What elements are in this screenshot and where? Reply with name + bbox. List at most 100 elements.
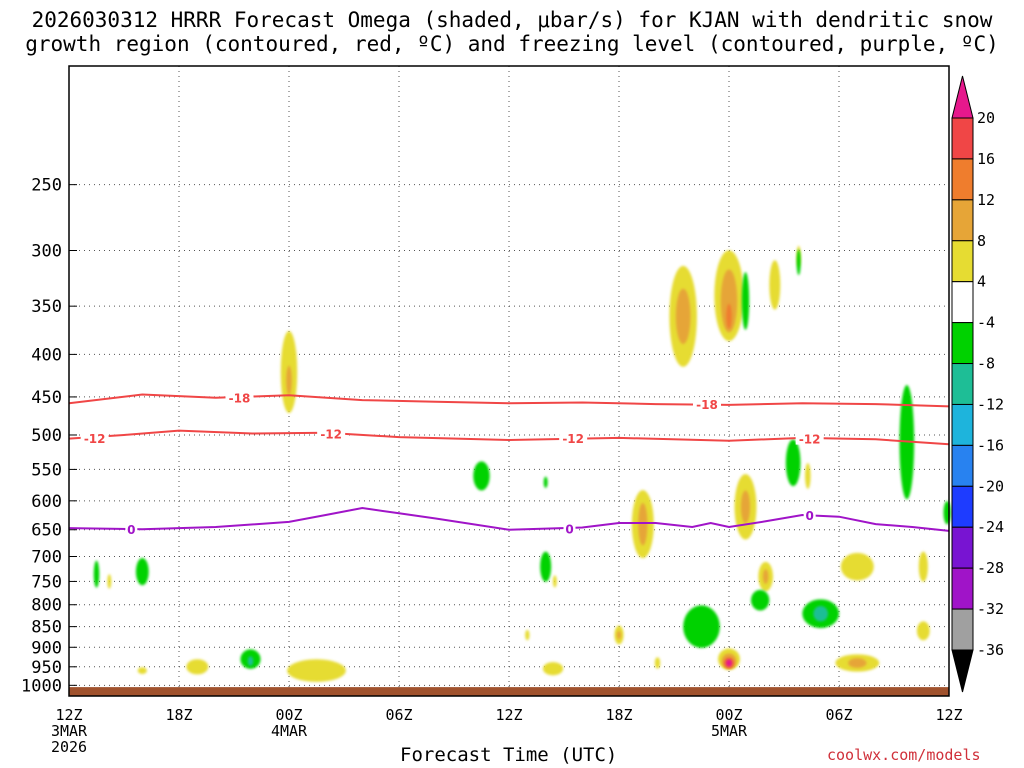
x-tick-label: 18Z <box>605 706 632 724</box>
y-tick-label: 300 <box>31 241 62 261</box>
contour-label-bg <box>125 522 138 536</box>
omega-cell <box>247 656 254 666</box>
contour-label-bg <box>559 430 588 444</box>
omega-cell <box>683 605 720 648</box>
contour-label: 0 <box>805 509 813 523</box>
colorbar-top-cap <box>951 75 974 119</box>
omega-cell <box>848 658 867 668</box>
colorbar-swatch <box>951 363 974 405</box>
x-tick-label: 00Z <box>715 706 742 724</box>
colorbar-swatch <box>951 281 974 324</box>
colorbar-swatch <box>951 322 974 365</box>
contour-label: -12 <box>320 428 342 442</box>
omega-cell <box>751 589 770 611</box>
colorbar-label: 16 <box>977 150 995 168</box>
y-tick-label: 350 <box>31 297 62 317</box>
x-tick-date: 4MAR <box>271 722 308 740</box>
x-tick-label: 06Z <box>825 706 852 724</box>
omega-cell <box>287 659 346 682</box>
omega-shading <box>93 245 951 682</box>
x-tick-date: 3MAR <box>51 722 88 740</box>
colorbar-swatch <box>951 199 974 242</box>
omega-cell <box>286 365 292 396</box>
omega-cell <box>135 558 149 586</box>
omega-cell <box>540 551 552 582</box>
x-tick-year: 2026 <box>51 738 87 756</box>
omega-cell <box>796 249 801 276</box>
colorbar-swatch <box>951 240 974 283</box>
colorbar: 20 16 12 8 4 -4 -8 -12 -16 -20 -24 -28 -32 -36 <box>951 75 1004 693</box>
colorbar-label: 20 <box>977 109 995 127</box>
contour-label: 0 <box>565 523 573 537</box>
x-tick-label: 18Z <box>165 706 192 724</box>
colorbar-swatch <box>951 485 974 528</box>
y-tick-label: 550 <box>31 460 62 480</box>
omega-cell <box>918 551 928 582</box>
omega-cell <box>638 502 648 546</box>
colorbar-swatch <box>951 567 974 610</box>
colorbar-label: -8 <box>977 355 995 373</box>
chart-title-line2: growth region (contoured, red, ºC) and f… <box>25 32 999 56</box>
y-tick-label: 250 <box>31 176 62 196</box>
contour-label-bg <box>693 397 721 411</box>
omega-cell <box>916 621 930 641</box>
omega-cell <box>542 662 564 676</box>
colorbar-swatch <box>951 117 974 160</box>
contour-label: -18 <box>229 392 251 406</box>
y-tick-label: 500 <box>31 426 62 446</box>
omega-cell <box>137 667 147 674</box>
temperature-contours: -18 -12 -12 -12 -18 -12 0 0 0 <box>68 390 950 537</box>
omega-cell <box>840 552 874 581</box>
omega-cell <box>769 260 781 310</box>
colorbar-label: 8 <box>977 232 986 250</box>
contour-label-bg <box>80 430 109 444</box>
omega-cell <box>762 569 769 584</box>
omega-cell <box>726 303 732 329</box>
contour-label: -12 <box>562 432 584 446</box>
contour-line <box>68 393 950 408</box>
colorbar-swatch <box>951 403 974 446</box>
y-tick-label: 900 <box>31 638 62 658</box>
chart-title-line1: 2026030312 HRRR Forecast Omega (shaded, … <box>31 8 993 32</box>
x-tick-label: 12Z <box>495 706 522 724</box>
x-tick-label: 12Z <box>935 706 962 724</box>
colorbar-label: -4 <box>977 314 995 332</box>
omega-cell <box>543 476 548 489</box>
ground-fill <box>69 687 949 696</box>
y-tick-label: 650 <box>31 521 62 541</box>
omega-cell <box>93 560 100 588</box>
contour-label-bg <box>225 390 254 404</box>
contour-label-bg <box>317 426 346 440</box>
colorbar-swatch <box>951 158 974 201</box>
y-axis-labels: 2503003504004505005506006507007508008509… <box>21 176 62 697</box>
colorbar-label: -24 <box>977 518 1004 536</box>
colorbar-label: 12 <box>977 191 995 209</box>
omega-cell <box>675 288 691 344</box>
colorbar-label: -20 <box>977 477 1004 495</box>
omega-cell <box>805 463 811 489</box>
omega-cell <box>785 439 801 487</box>
omega-cell <box>741 272 750 330</box>
colorbar-label: -32 <box>977 600 1004 618</box>
credit-link[interactable]: coolwx.com/models <box>827 746 981 764</box>
x-axis-title: Forecast Time (UTC) <box>400 744 618 766</box>
x-tick-label: 06Z <box>385 706 412 724</box>
omega-cell <box>473 461 490 491</box>
contour-label: 0 <box>127 523 135 537</box>
contour-label: -18 <box>696 398 718 412</box>
contour-line <box>68 506 950 532</box>
omega-cell <box>740 490 751 524</box>
omega-cell <box>813 605 829 622</box>
y-tick-label: 450 <box>31 388 62 408</box>
x-tick-label: 00Z <box>275 706 302 724</box>
colorbar-swatch <box>951 526 974 569</box>
y-tick-label: 400 <box>31 345 62 365</box>
y-tick-label: 800 <box>31 596 62 616</box>
y-tick-label: 1000 <box>21 676 62 696</box>
contour-label-bg <box>795 431 824 445</box>
x-tick-date: 5MAR <box>711 722 748 740</box>
y-tick-label: 600 <box>31 492 62 512</box>
omega-cell <box>725 659 733 667</box>
y-tick-label: 750 <box>31 572 62 592</box>
